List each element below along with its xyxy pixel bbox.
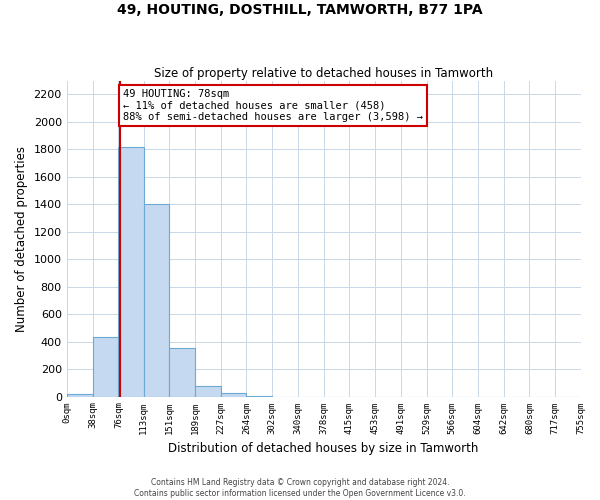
Bar [195, 386, 221, 396]
Bar [118, 146, 143, 396]
Bar [92, 338, 118, 396]
Bar [221, 393, 247, 396]
Y-axis label: Number of detached properties: Number of detached properties [15, 146, 28, 332]
Bar [169, 348, 195, 397]
Title: Size of property relative to detached houses in Tamworth: Size of property relative to detached ho… [154, 66, 493, 80]
Bar [143, 204, 169, 396]
Text: 49 HOUTING: 78sqm
← 11% of detached houses are smaller (458)
88% of semi-detache: 49 HOUTING: 78sqm ← 11% of detached hous… [123, 89, 423, 122]
Text: Contains HM Land Registry data © Crown copyright and database right 2024.
Contai: Contains HM Land Registry data © Crown c… [134, 478, 466, 498]
Bar [67, 394, 92, 396]
Text: 49, HOUTING, DOSTHILL, TAMWORTH, B77 1PA: 49, HOUTING, DOSTHILL, TAMWORTH, B77 1PA [117, 2, 483, 16]
X-axis label: Distribution of detached houses by size in Tamworth: Distribution of detached houses by size … [169, 442, 479, 455]
